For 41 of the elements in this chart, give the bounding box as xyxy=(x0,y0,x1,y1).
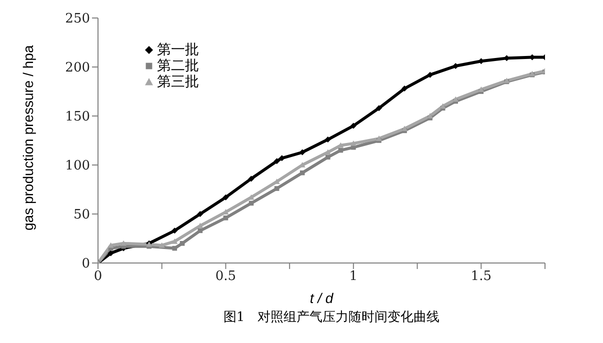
point xyxy=(324,136,331,143)
x-tick-label: 0.5 xyxy=(215,269,236,284)
x-axis-title: t / d xyxy=(310,290,334,306)
legend-label: 第二批 xyxy=(157,57,199,74)
point xyxy=(172,228,178,234)
point xyxy=(172,246,178,251)
point xyxy=(376,105,382,112)
point xyxy=(223,216,228,220)
point xyxy=(248,176,254,182)
x-tick-label: 1 xyxy=(349,269,358,284)
y-tick-label: 150 xyxy=(65,110,90,125)
point xyxy=(325,154,330,160)
legend-label: 第三批 xyxy=(157,73,199,91)
point xyxy=(376,136,382,141)
point xyxy=(452,96,459,102)
x-tick-label: 1.5 xyxy=(470,269,492,284)
point xyxy=(402,86,408,92)
point xyxy=(108,250,114,256)
y-tick-label: 50 xyxy=(73,208,90,223)
legend-label: 第一批 xyxy=(157,41,199,58)
point xyxy=(197,211,204,217)
point xyxy=(180,241,185,246)
y-tick-label: 100 xyxy=(65,158,90,174)
point xyxy=(274,158,280,164)
point xyxy=(120,240,127,246)
point xyxy=(158,242,165,248)
y-tick-label: 250 xyxy=(65,12,90,27)
point xyxy=(427,113,434,118)
y-tick-label: 0 xyxy=(82,256,90,272)
caption: 图1 对照组产气压力随时间变化曲线 xyxy=(222,309,441,326)
point xyxy=(350,140,356,146)
point xyxy=(108,242,114,248)
y-axis-title: gas production pressure / hpa xyxy=(20,45,36,230)
point xyxy=(478,86,484,92)
point xyxy=(402,126,408,132)
y-tick-label: 200 xyxy=(65,60,90,76)
point xyxy=(222,194,229,200)
x-tick-label: 0 xyxy=(94,269,102,284)
point xyxy=(172,238,178,244)
point xyxy=(350,122,356,129)
point xyxy=(274,186,280,191)
